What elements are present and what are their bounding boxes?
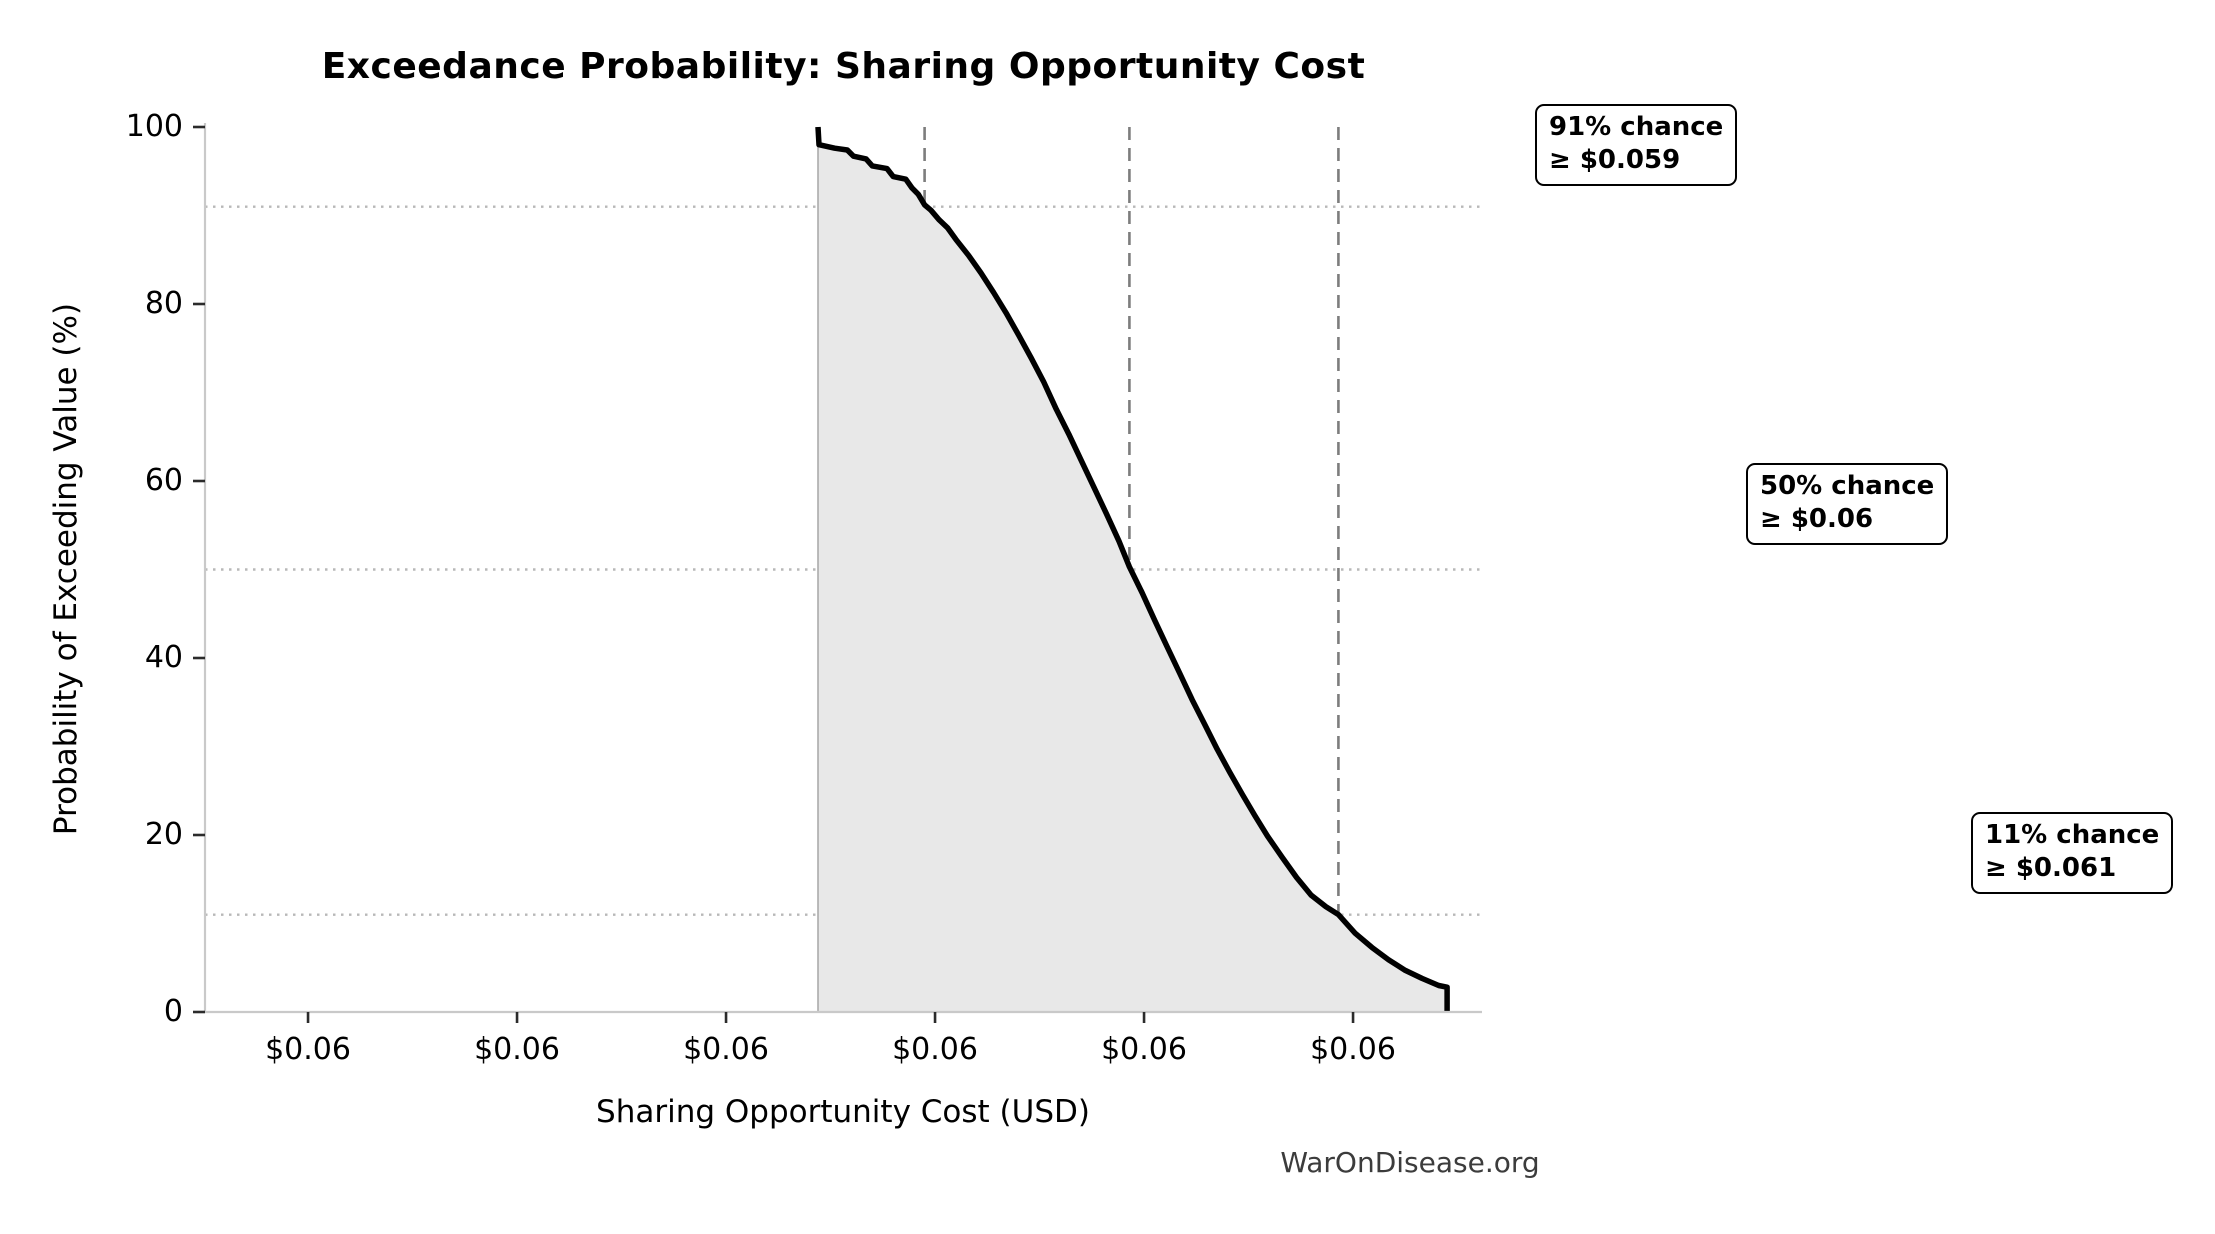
chart-title: Exceedance Probability: Sharing Opportun… [321, 46, 1366, 87]
x-tick-label: $0.06 [265, 1032, 351, 1067]
annotation-11pct-line2: ≥ $0.061 [1985, 853, 2117, 883]
annotation-11pct: 11% chance ≥ $0.061 [1971, 812, 2174, 894]
y-tick-label: 100 [125, 109, 183, 144]
exceedance-curve [815, 126, 1450, 1012]
annotation-50pct: 50% chance ≥ $0.06 [1746, 463, 1949, 545]
x-tick-label: $0.06 [1101, 1032, 1187, 1067]
y-tick-label: 80 [144, 286, 183, 321]
annotation-50pct-line1: 50% chance [1760, 471, 1935, 501]
watermark: WarOnDisease.org [1280, 1146, 1540, 1179]
x-tick-label: $0.06 [892, 1032, 978, 1067]
y-axis-label: Probability of Exceeding Value (%) [48, 302, 84, 836]
y-tick-label: 20 [144, 817, 183, 852]
annotation-91pct-line1: 91% chance [1549, 112, 1724, 142]
x-axis-label: Sharing Opportunity Cost (USD) [596, 1094, 1090, 1130]
annotation-91pct-line2: ≥ $0.059 [1549, 145, 1681, 175]
exceedance-area-fill [818, 127, 1448, 1012]
y-tick-label: 0 [163, 994, 183, 1029]
x-tick-label: $0.06 [683, 1032, 769, 1067]
annotation-50pct-line2: ≥ $0.06 [1760, 504, 1874, 534]
annotation-11pct-line1: 11% chance [1985, 820, 2160, 850]
x-tick-label: $0.06 [1310, 1032, 1396, 1067]
y-tick-label: 60 [144, 463, 183, 498]
x-tick-label: $0.06 [474, 1032, 560, 1067]
y-tick-label: 40 [144, 640, 183, 675]
annotation-91pct: 91% chance ≥ $0.059 [1535, 104, 1738, 186]
